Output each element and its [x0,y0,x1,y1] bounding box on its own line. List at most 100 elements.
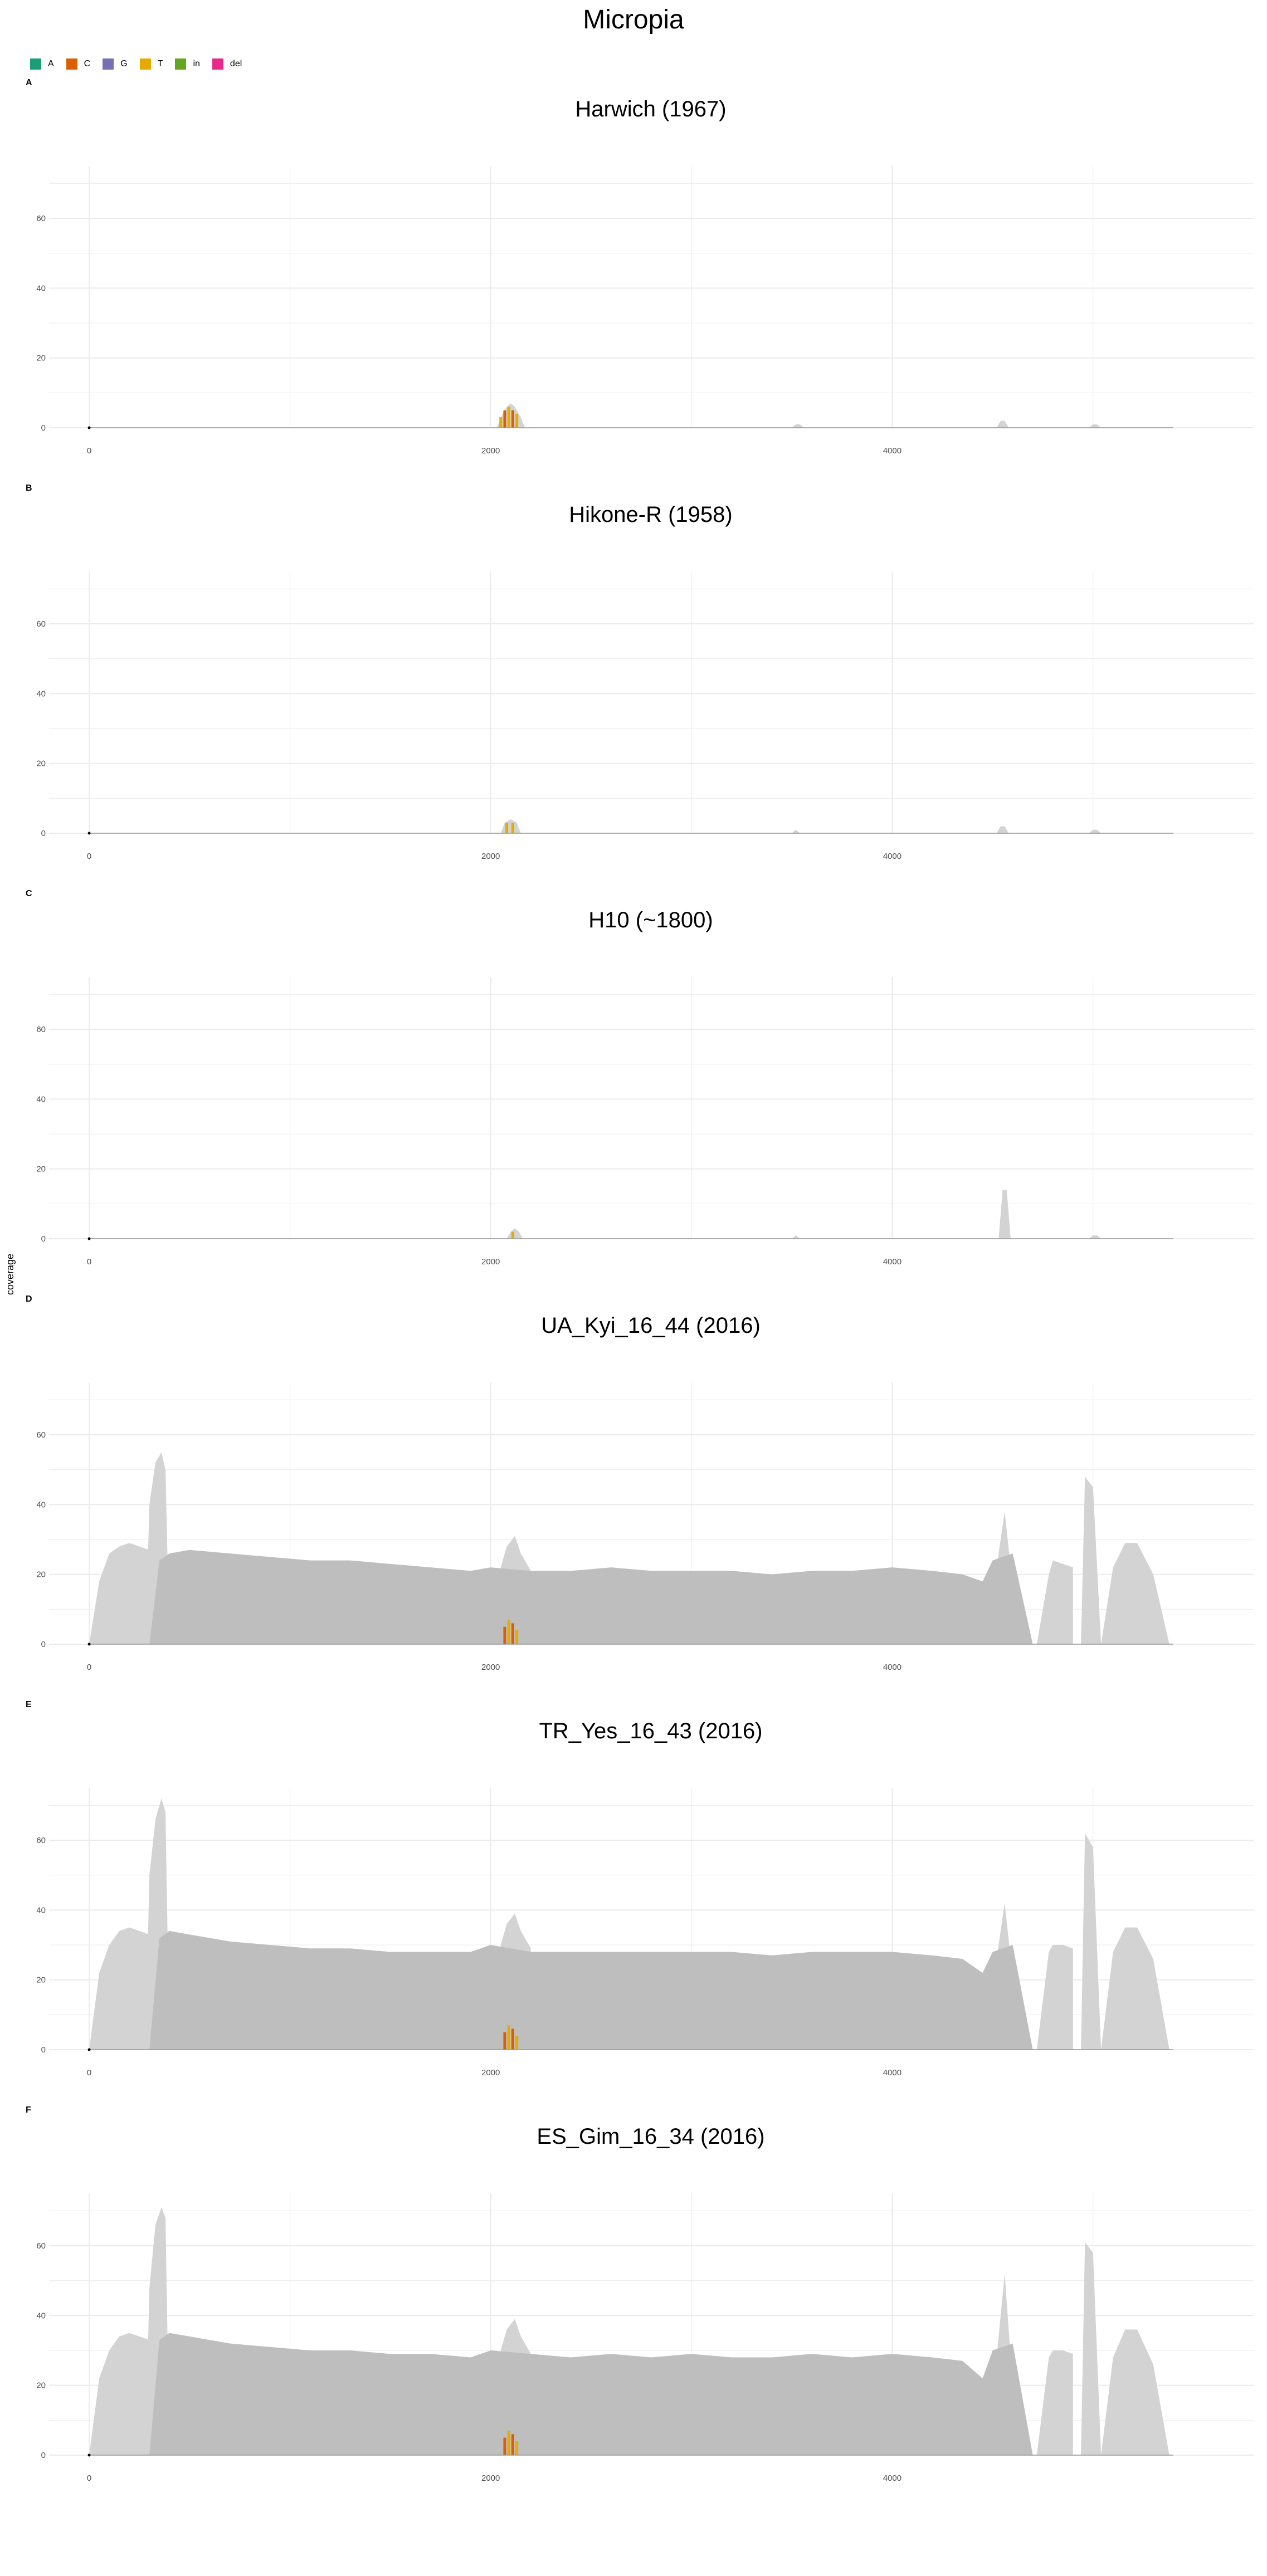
coverage-main-area [149,1549,1033,1644]
legend-swatch-in [175,58,187,70]
coverage-light-area [1101,1927,1169,2050]
snp-bar [505,823,509,833]
coverage-chart-a: 0 20 40 60 0 2000 4000 [36,166,1254,456]
coverage-chart-c: 0 20 40 60 0 2000 4000 [36,977,1254,1267]
coverage-chart-d: 0 20 40 60 0 2000 4000 [36,1382,1254,1672]
y-tick-label: 0 [41,2045,46,2055]
x-tick-label: 2000 [481,852,500,861]
origin-point [87,1643,91,1646]
y-tick-label: 40 [36,1905,46,1915]
legend-item-in: in [175,58,200,70]
snp-bar [503,410,506,428]
coverage-light-area [89,1543,150,1644]
y-tick-label: 60 [36,214,46,223]
panel-d: D UA_Kyi_16_44 (2016) 0 20 40 60 0 2000 4000 [0,1293,1267,1699]
panel-e: E TR_Yes_16_43 (2016) 0 20 40 60 0 2000 4000 [0,1699,1267,2104]
legend-label-del: del [230,59,242,69]
legend-label-in: in [193,59,200,69]
legend-item-del: del [212,58,242,70]
legend-swatch-g [103,58,114,70]
snp-bar [511,2434,514,2455]
panel-title: H10 (~1800) [588,908,713,932]
coverage-light-area [1036,1945,1073,2050]
origin-point [87,832,91,835]
grid [49,571,1254,834]
snp-bar [499,417,503,428]
x-tick-label: 4000 [883,1663,901,1672]
snp-bar [507,407,510,428]
x-tick-label: 0 [87,446,91,456]
panel-title: Hikone-R (1958) [569,502,733,527]
coverage-region-area [1089,424,1102,428]
y-tick-label: 40 [36,689,46,698]
y-tick-label: 0 [41,829,46,838]
origin-point [87,2048,91,2051]
x-tick-label: 4000 [883,2068,901,2078]
snp-bar [503,1626,506,1644]
coverage-light-area [1081,1477,1102,1644]
panel-tag: F [26,2105,31,2115]
coverage-chart-f: 0 20 40 60 0 2000 4000 [36,2193,1254,2483]
y-tick-label: 0 [41,1234,46,1244]
x-tick-label: 2000 [481,1663,500,1672]
coverage-light-area [1036,1560,1073,1644]
coverage-region-area [996,826,1009,833]
x-tick-label: 4000 [883,852,901,861]
x-tick-label: 2000 [481,2474,500,2483]
y-tick-label: 20 [36,1165,46,1174]
origin-point [87,2453,91,2457]
x-tick-label: 0 [87,2068,91,2078]
grid [49,166,1254,428]
y-tick-label: 20 [36,2381,46,2391]
coverage-region-area [792,829,800,833]
legend-label-g: G [120,59,128,69]
panel-tag: C [26,889,32,898]
coverage-light-area [1101,2329,1169,2455]
panel-a: A Harwich (1967) 0 20 40 60 0 2000 4000 [0,77,1267,482]
x-tick-label: 2000 [481,1257,500,1267]
y-tick-label: 40 [36,283,46,293]
legend-item-a: A [30,58,54,70]
y-tick-label: 60 [36,1430,46,1440]
y-tick-label: 60 [36,2241,46,2251]
y-tick-label: 40 [36,2311,46,2320]
panel-tag: E [26,1700,32,1709]
x-tick-label: 4000 [883,446,901,456]
coverage-region-area [792,424,804,428]
coverage-light-area [89,1927,150,2050]
y-tick-label: 40 [36,1094,46,1104]
coverage-light-area [89,2333,150,2455]
legend-swatch-a [30,58,41,70]
x-tick-label: 2000 [481,446,500,456]
coverage-main-area [149,1930,1033,2050]
snp-bar [511,823,514,833]
y-tick-label: 20 [36,759,46,769]
coverage-region-area [792,1235,800,1239]
snp-bar [515,2441,519,2455]
panel-c: C H10 (~1800) 0 20 40 60 0 2000 4000 [0,888,1267,1293]
y-tick-label: 60 [36,1836,46,1845]
snp-bar [515,1630,519,1644]
coverage-light-area [1101,1543,1169,1644]
y-tick-label: 60 [36,1025,46,1034]
snp-bar [511,1231,514,1239]
coverage-light-area [1081,2242,1102,2455]
y-tick-label: 0 [41,423,46,433]
panel-title: ES_Gim_16_34 (2016) [537,2124,765,2149]
panel-b: B Hikone-R (1958) 0 20 40 60 0 2000 4000 [0,482,1267,888]
snp-bar [503,2032,506,2050]
coverage-region-area [998,1190,1011,1239]
panel-f: F ES_Gim_16_34 (2016) 0 20 40 60 0 2000 4000 [0,2104,1267,2510]
y-tick-label: 40 [36,1500,46,1509]
legend-swatch-del [212,58,223,70]
snp-bar [515,2035,519,2050]
snp-bar [507,1620,510,1644]
panel-title: UA_Kyi_16_44 (2016) [541,1313,761,1338]
legend-label-a: A [48,59,54,69]
panel-tag: A [26,78,32,87]
coverage-region-area [500,819,521,833]
x-tick-label: 4000 [883,1257,901,1267]
y-tick-label: 20 [36,1570,46,1580]
legend-label-c: C [84,59,91,69]
legend-label-t: T [157,59,163,69]
